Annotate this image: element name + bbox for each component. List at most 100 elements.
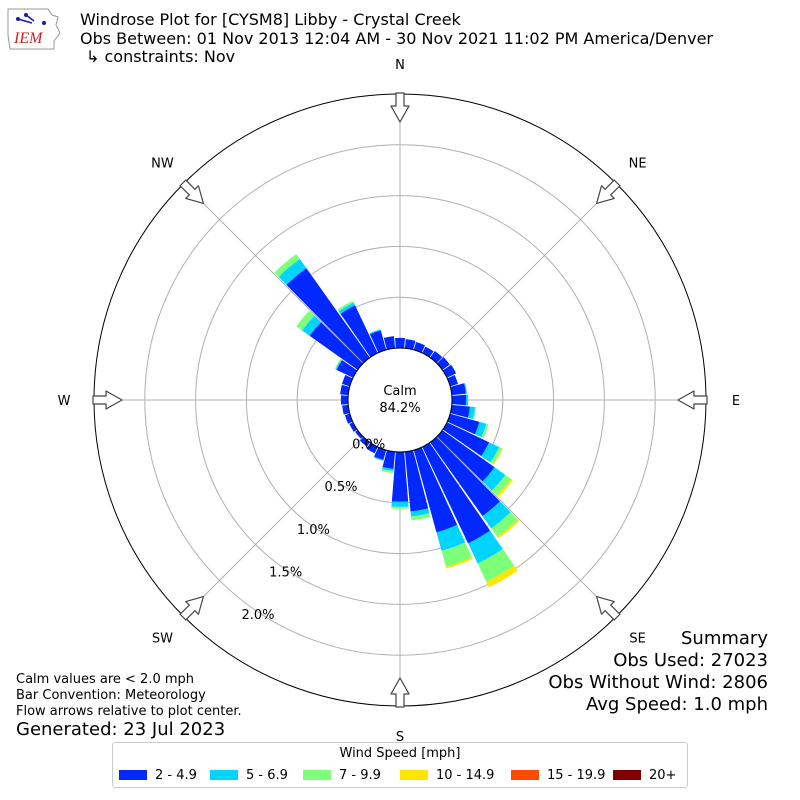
wind-bar-segment bbox=[302, 315, 322, 336]
wind-bar-segment bbox=[445, 557, 473, 569]
direction-label: E bbox=[732, 394, 740, 409]
wind-bar-segment bbox=[382, 450, 396, 469]
wind-bar-segment bbox=[472, 407, 477, 420]
direction-label: NE bbox=[629, 156, 647, 171]
wind-bar-segment bbox=[492, 474, 512, 496]
calm-value: 84.2% bbox=[379, 401, 420, 416]
wind-bar-segment bbox=[442, 364, 457, 378]
svg-text:IEM: IEM bbox=[13, 30, 44, 47]
wind-bar-segment bbox=[340, 305, 378, 358]
legend-swatch bbox=[400, 770, 428, 780]
flow-arrow-shape bbox=[179, 179, 205, 205]
legend-item: 5 - 6.9 bbox=[210, 768, 288, 784]
wind-bar-segment bbox=[404, 339, 416, 350]
wind-bar-segment bbox=[464, 383, 467, 394]
wind-bar-segment bbox=[482, 467, 506, 491]
generated-date: Generated: 23 Jul 2023 bbox=[16, 719, 226, 740]
wind-bar-segment bbox=[296, 310, 315, 331]
direction-label: SW bbox=[152, 632, 173, 647]
wind-bar-segment bbox=[481, 423, 489, 439]
direction-label: W bbox=[58, 394, 71, 409]
wind-bar-segment bbox=[381, 469, 394, 474]
calm-note: Calm values are < 2.0 mph bbox=[16, 672, 195, 687]
legend-swatch bbox=[303, 770, 331, 780]
wind-bar-segment bbox=[309, 322, 363, 370]
wind-bar-segment bbox=[342, 374, 353, 387]
wind-bar-segment bbox=[355, 430, 363, 439]
wind-bar-segment bbox=[404, 450, 429, 512]
wind-bar-segment bbox=[278, 259, 307, 285]
legend-swatch bbox=[613, 770, 641, 780]
wind-bar-segment bbox=[359, 437, 370, 447]
chart-title: Windrose Plot for [CYSM8] Libby - Crysta… bbox=[80, 10, 461, 29]
flow-arrow-shape bbox=[390, 92, 410, 123]
flow-arrow bbox=[595, 179, 621, 205]
wind-bar-segment bbox=[436, 524, 466, 552]
wind-bar-segment bbox=[468, 530, 503, 564]
wind-bar-segment bbox=[366, 442, 378, 454]
wind-bar-segment bbox=[447, 374, 458, 387]
direction-label: SE bbox=[629, 632, 645, 647]
legend-title: Wind Speed [mph] bbox=[339, 746, 461, 761]
chart-subtitle: Obs Between: 01 Nov 2013 12:04 AM - 30 N… bbox=[80, 29, 713, 48]
wind-bar-segment bbox=[497, 519, 520, 539]
wind-bar-segment bbox=[335, 359, 343, 370]
legend-item: 7 - 9.9 bbox=[303, 768, 381, 784]
flow-arrow bbox=[179, 595, 205, 621]
grid-spoke bbox=[183, 436, 364, 617]
wind-bar-segment bbox=[338, 302, 356, 314]
flow-arrow bbox=[92, 390, 123, 410]
calm-circle bbox=[347, 347, 453, 453]
summary-obs-used: Obs Used: 27023 bbox=[613, 650, 768, 671]
wind-bar-segment bbox=[411, 513, 431, 521]
wind-bar-segment bbox=[466, 394, 469, 406]
wind-bar-segment bbox=[334, 358, 342, 370]
wind-bar-segment bbox=[468, 406, 476, 419]
wind-bar-segment bbox=[430, 350, 443, 363]
grid-spoke bbox=[183, 183, 364, 364]
wind-bar-segment bbox=[422, 442, 491, 544]
radial-tick-label: 1.5% bbox=[269, 565, 302, 580]
speed-legend: Wind Speed [mph] 2 - 4.9 5 - 6.9 7 - 9.9 10… bbox=[112, 742, 688, 788]
grid-spoke bbox=[436, 436, 617, 617]
wind-bar-segment bbox=[490, 447, 503, 465]
wind-bar-segment bbox=[442, 422, 490, 457]
wind-bar-segment bbox=[413, 447, 458, 533]
wind-bar-segment bbox=[441, 542, 472, 567]
flow-arrow bbox=[595, 595, 621, 621]
wind-bar-segment bbox=[491, 512, 518, 537]
wind-bar-segment bbox=[430, 437, 501, 517]
flow-arrow-shape bbox=[595, 179, 621, 205]
plot-overlay: Calm 84.2% 0.0% 0.5% 1.0% 1.5% 2.0% N NE E SE S SW W N… bbox=[58, 58, 741, 745]
radial-tick-label: 1.0% bbox=[297, 523, 330, 538]
legend-label: 7 - 9.9 bbox=[339, 768, 381, 783]
calm-label: Calm bbox=[383, 384, 416, 399]
wind-bar-segment bbox=[344, 413, 353, 424]
legend-label: 15 - 19.9 bbox=[547, 768, 606, 783]
wind-bar-segment bbox=[274, 254, 300, 277]
radial-tick-label: 0.5% bbox=[324, 480, 357, 495]
wind-bar-segment bbox=[337, 300, 354, 312]
legend-swatch bbox=[119, 770, 147, 780]
wind-bar-segment bbox=[497, 478, 513, 498]
flow-arrow bbox=[390, 92, 410, 123]
wind-bar-segment bbox=[369, 330, 387, 353]
wind-bar-segment bbox=[486, 565, 518, 588]
wind-bar-segment bbox=[391, 501, 409, 507]
flow-arrow-shape bbox=[179, 595, 205, 621]
wind-bar-segment bbox=[450, 404, 470, 418]
wind-bar-segment bbox=[422, 346, 434, 358]
wind-bar-segment bbox=[391, 451, 409, 502]
summary-avg-speed: Avg Speed: 1.0 mph bbox=[586, 694, 768, 715]
radial-tick-label: 0.0% bbox=[352, 438, 385, 453]
wind-bar-segment bbox=[410, 508, 430, 517]
wind-bar-segment bbox=[369, 329, 381, 335]
wind-bar-segment bbox=[382, 467, 394, 471]
wind-bar-segment bbox=[349, 422, 358, 432]
legend-swatch bbox=[511, 770, 539, 780]
flow-arrow-shape bbox=[677, 390, 708, 410]
flow-arrow bbox=[390, 677, 410, 708]
legend-label: 5 - 6.9 bbox=[246, 768, 288, 783]
flow-arrow bbox=[179, 179, 205, 205]
